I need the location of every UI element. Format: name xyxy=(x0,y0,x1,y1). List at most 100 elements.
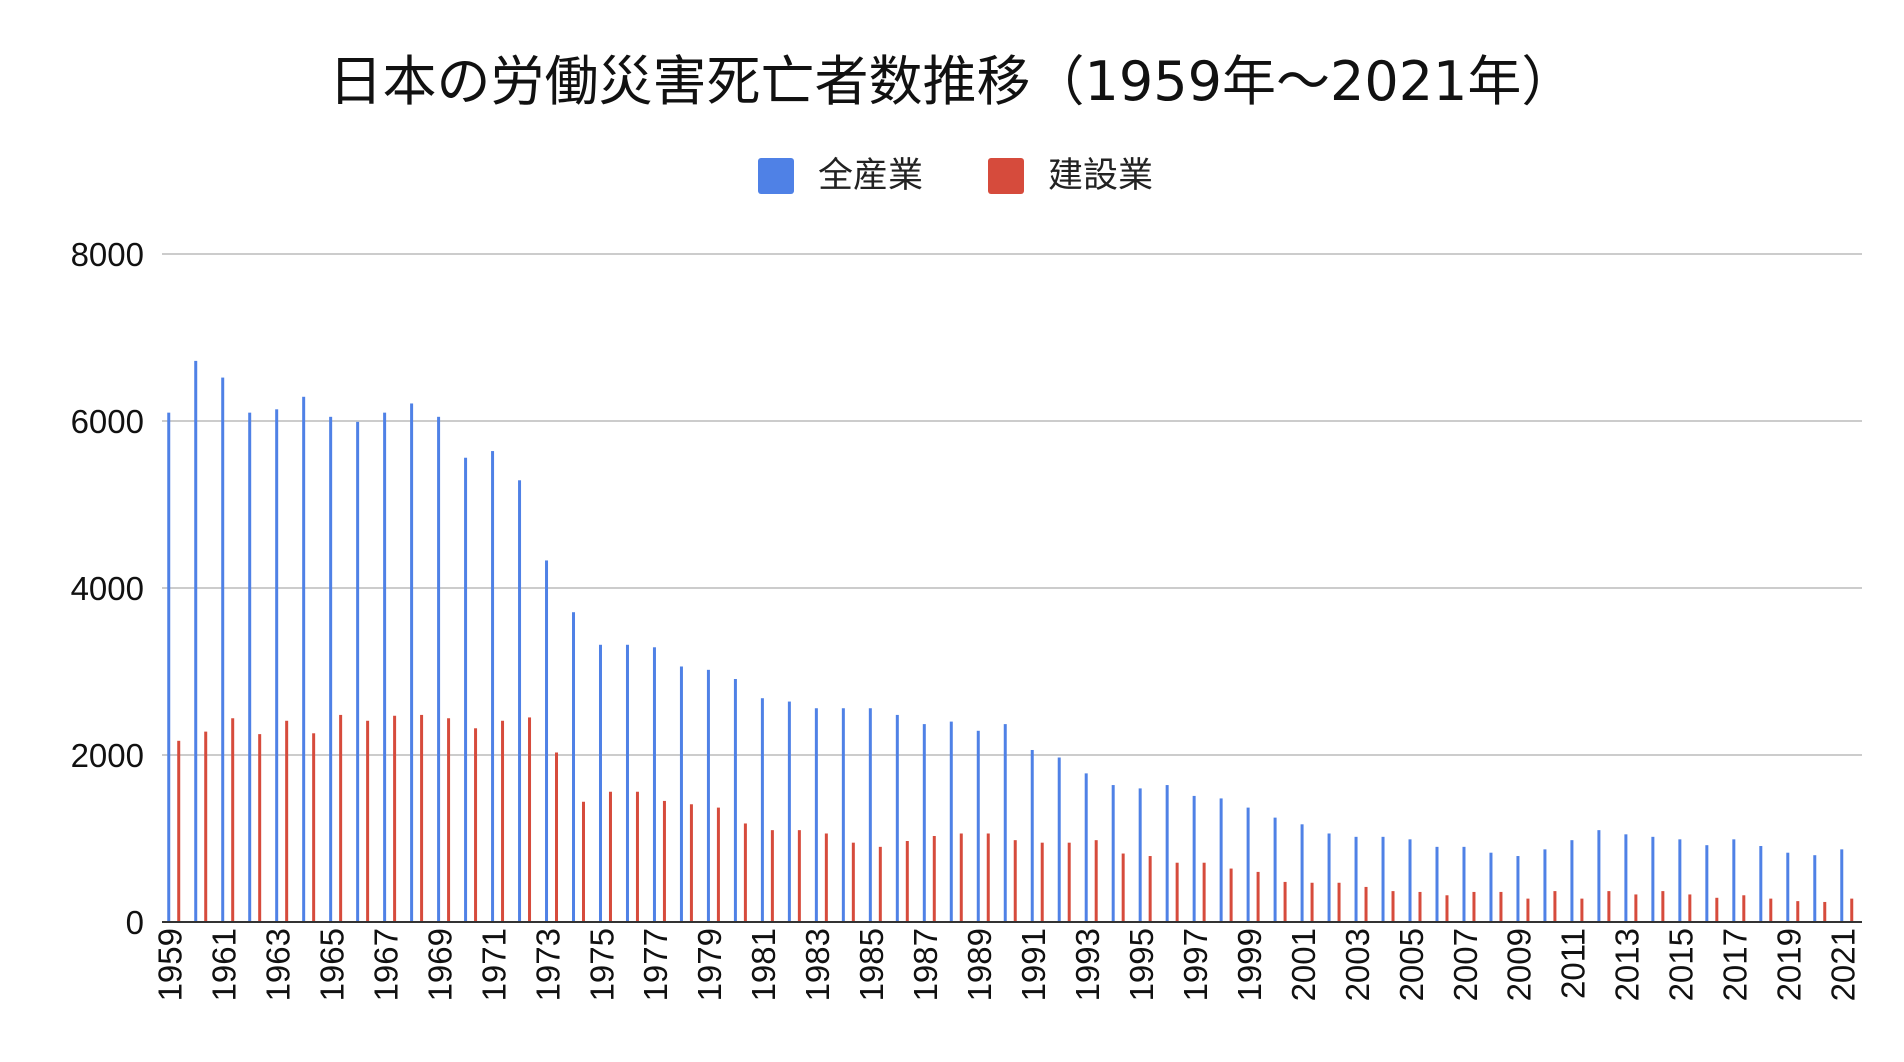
bar-all-industries-2003 xyxy=(1354,836,1358,922)
bar-all-industries-2017 xyxy=(1732,839,1736,922)
bar-all-industries-1997 xyxy=(1192,795,1196,922)
bar-construction-1968 xyxy=(420,714,424,922)
bar-construction-1993 xyxy=(1094,840,1098,922)
bar-construction-1988 xyxy=(959,833,963,922)
bar-construction-2002 xyxy=(1337,882,1341,922)
x-tick-label: 1975 xyxy=(583,928,620,1001)
bar-all-industries-2019 xyxy=(1786,852,1790,922)
x-tick-label: 2005 xyxy=(1393,928,1430,1001)
x-tick-label: 1969 xyxy=(421,928,458,1001)
bar-all-industries-1971 xyxy=(491,451,495,922)
bar-all-industries-1990 xyxy=(1003,724,1007,922)
bar-construction-1971 xyxy=(501,720,505,922)
bar-all-industries-1965 xyxy=(329,416,333,922)
x-tick-label: 1995 xyxy=(1123,928,1160,1001)
x-tick-label: 1971 xyxy=(475,928,512,1001)
x-tick-label: 2007 xyxy=(1447,928,1484,1001)
x-tick-label: 2021 xyxy=(1825,928,1862,1001)
bar-construction-1986 xyxy=(905,841,909,922)
bar-all-industries-1999 xyxy=(1246,807,1250,922)
bar-all-industries-1978 xyxy=(679,666,683,922)
bar-all-industries-1969 xyxy=(437,416,441,922)
x-tick-label: 1963 xyxy=(259,928,296,1001)
x-tick-label: 1999 xyxy=(1231,928,1268,1001)
bar-all-industries-2013 xyxy=(1624,834,1628,922)
bar-construction-1980 xyxy=(743,823,747,922)
bar-construction-2009 xyxy=(1526,898,1530,922)
bar-all-industries-1985 xyxy=(868,708,872,922)
bar-construction-1992 xyxy=(1067,842,1071,922)
x-tick-label: 1997 xyxy=(1177,928,1214,1001)
bar-all-industries-1977 xyxy=(652,647,656,922)
bar-construction-1970 xyxy=(474,728,478,922)
x-axis-ticks: 1959 1961 1963 1965 1967 1969 1971 1973 1975 1977… xyxy=(152,928,1862,1001)
chart-title: 日本の労働災害死亡者数推移（1959年〜2021年） xyxy=(329,50,1576,113)
bar-all-industries-1960 xyxy=(194,360,198,922)
bar-all-industries-1989 xyxy=(976,730,980,922)
bar-construction-1961 xyxy=(231,718,235,922)
bar-all-industries-2004 xyxy=(1381,836,1385,922)
bar-construction-1987 xyxy=(932,835,936,922)
bar-construction-2011 xyxy=(1580,898,1584,922)
bar-construction-1984 xyxy=(851,842,855,922)
bar-construction-1991 xyxy=(1040,842,1044,922)
bar-construction-2005 xyxy=(1418,891,1422,922)
bar-all-industries-1968 xyxy=(410,403,414,923)
bar-construction-1995 xyxy=(1148,856,1152,922)
y-tick-label: 6000 xyxy=(71,403,144,440)
bar-all-industries-2001 xyxy=(1300,824,1304,922)
bar-construction-2014 xyxy=(1661,891,1665,922)
bar-all-industries-1963 xyxy=(275,409,279,922)
x-tick-label: 1983 xyxy=(799,928,836,1001)
bar-construction-1975 xyxy=(608,791,612,922)
x-tick-label: 2009 xyxy=(1501,928,1538,1001)
bar-all-industries-1973 xyxy=(545,560,549,922)
bar-all-industries-2006 xyxy=(1435,846,1439,922)
x-tick-label: 1993 xyxy=(1069,928,1106,1001)
bar-construction-1981 xyxy=(770,830,774,922)
bar-all-industries-2018 xyxy=(1759,846,1763,922)
bar-construction-1959 xyxy=(177,740,181,922)
x-tick-label: 1965 xyxy=(313,928,350,1001)
bar-construction-2013 xyxy=(1634,894,1638,922)
bar-construction-2006 xyxy=(1445,895,1449,922)
bar-construction-1977 xyxy=(662,800,666,922)
bar-construction-2007 xyxy=(1472,891,1476,922)
bar-all-industries-2012 xyxy=(1597,830,1601,922)
bar-construction-1976 xyxy=(635,791,639,922)
bar-all-industries-1976 xyxy=(625,644,629,922)
bar-construction-2010 xyxy=(1553,891,1557,922)
bar-all-industries-1961 xyxy=(221,377,225,923)
x-tick-label: 1961 xyxy=(205,928,242,1001)
bar-construction-1962 xyxy=(258,734,262,922)
x-tick-label: 1967 xyxy=(367,928,404,1001)
x-tick-label: 1977 xyxy=(637,928,674,1001)
bar-all-industries-2021 xyxy=(1840,849,1844,922)
bar-construction-2012 xyxy=(1607,891,1611,922)
bar-construction-1999 xyxy=(1256,871,1260,922)
y-tick-label: 8000 xyxy=(71,236,144,273)
bar-all-industries-2007 xyxy=(1462,846,1466,922)
bar-construction-1994 xyxy=(1121,853,1125,922)
bar-construction-1998 xyxy=(1229,868,1233,922)
bar-construction-1983 xyxy=(824,833,828,922)
bars xyxy=(167,360,1854,923)
bar-all-industries-2015 xyxy=(1678,839,1682,922)
legend-swatch-construction xyxy=(988,158,1024,194)
bar-all-industries-1966 xyxy=(356,421,360,922)
x-tick-label: 2003 xyxy=(1339,928,1376,1001)
bar-all-industries-1981 xyxy=(760,698,764,922)
bar-construction-1974 xyxy=(581,801,585,922)
bar-construction-2001 xyxy=(1310,882,1314,922)
gridlines xyxy=(162,253,1862,756)
bar-construction-2018 xyxy=(1769,898,1773,922)
x-tick-label: 1981 xyxy=(745,928,782,1001)
bar-all-industries-2010 xyxy=(1543,849,1547,922)
legend: 全産業 建設業 xyxy=(758,156,1153,196)
bar-all-industries-2000 xyxy=(1273,817,1277,922)
x-tick-label: 2019 xyxy=(1771,928,1808,1001)
x-tick-label: 1959 xyxy=(152,928,189,1001)
bar-all-industries-1998 xyxy=(1219,798,1223,922)
bar-all-industries-1967 xyxy=(383,412,387,922)
bar-construction-2019 xyxy=(1796,901,1800,922)
